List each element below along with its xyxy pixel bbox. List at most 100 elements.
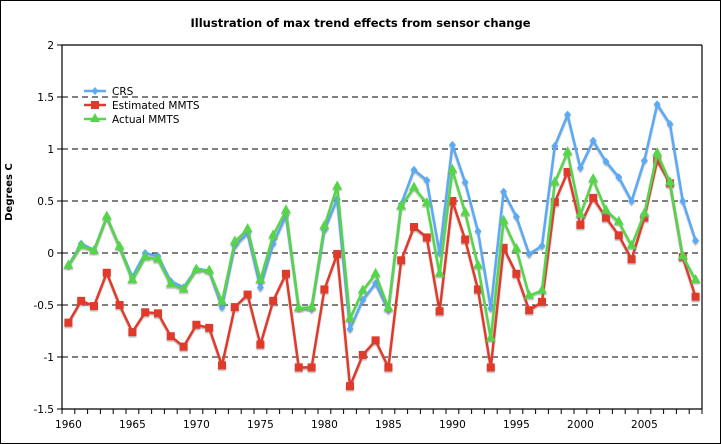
data-point-square (333, 250, 342, 259)
x-tick-label: 1965 (119, 419, 146, 431)
data-point-square (538, 297, 546, 306)
data-point-diamond (628, 197, 636, 205)
data-point-triangle (191, 263, 202, 273)
data-point-triangle (421, 197, 432, 207)
data-point-triangle (242, 223, 253, 233)
data-point-triangle (178, 283, 189, 293)
series-group (63, 100, 701, 391)
data-point-diamond (538, 241, 546, 250)
data-point-triangle (396, 200, 407, 210)
data-point-triangle (114, 240, 125, 250)
data-point-square (307, 363, 316, 372)
data-point-square (154, 309, 162, 318)
data-point-triangle (268, 229, 279, 239)
x-tick-label: 1975 (247, 419, 274, 431)
data-point-diamond (487, 304, 495, 313)
axes: -1.5 -1 -0.5 0 0.5 1 1.5 2 1960 1965 1970 1975 1980 1… (34, 40, 703, 431)
data-point-triangle (665, 176, 675, 186)
data-point-diamond (512, 212, 520, 221)
data-point-triangle (537, 284, 547, 294)
data-point-square (640, 213, 649, 222)
data-point-triangle (485, 332, 496, 342)
data-point-triangle (511, 242, 522, 252)
data-point-triangle (101, 210, 112, 220)
data-point-triangle (409, 181, 419, 191)
data-point-square (525, 306, 534, 315)
data-point-triangle (690, 274, 701, 284)
data-point-square (371, 336, 380, 345)
data-point-triangle (90, 113, 100, 122)
data-point-triangle (319, 219, 330, 229)
data-point-square (179, 342, 188, 351)
data-point-triangle (370, 267, 381, 277)
series-line (67, 150, 697, 340)
data-point-triangle (652, 147, 663, 157)
data-point-diamond (640, 156, 648, 165)
data-point-square (192, 320, 201, 329)
data-point-triangle (306, 301, 317, 311)
data-point-square (218, 361, 226, 370)
data-point-square (205, 323, 214, 332)
data-point-square (384, 363, 393, 372)
data-point-square (474, 285, 482, 294)
data-point-square (653, 156, 662, 165)
data-point-triangle (460, 206, 471, 216)
data-point-triangle (562, 146, 573, 156)
y-tick-label: 2 (47, 40, 54, 52)
data-point-square (461, 235, 470, 244)
data-point-square (230, 303, 239, 312)
data-point-triangle (165, 278, 176, 288)
data-point-triangle (127, 274, 138, 284)
series-actual-mmts (63, 146, 701, 342)
data-point-triangle (588, 173, 599, 183)
data-point-diamond (461, 178, 469, 187)
data-point-square (294, 363, 303, 372)
y-tick-label: 0 (47, 248, 54, 260)
data-point-diamond (679, 197, 687, 205)
data-point-triangle (613, 215, 624, 225)
x-tick-label: 1960 (55, 419, 82, 431)
data-point-square (77, 296, 86, 305)
data-point-triangle (204, 264, 215, 274)
data-point-square (435, 307, 444, 316)
data-point-diamond (615, 173, 623, 182)
legend-label: Estimated MMTS (112, 100, 200, 112)
data-point-square (589, 193, 598, 202)
data-point-triangle (447, 163, 458, 173)
data-point-triangle (89, 244, 99, 254)
data-point-square (282, 269, 290, 278)
data-point-diamond (653, 100, 661, 109)
legend-item: Actual MMTS (84, 113, 180, 126)
data-point-square (141, 308, 150, 317)
data-point-square (499, 243, 508, 252)
series-estimated-mmts (64, 156, 700, 391)
y-tick-label: 0.5 (37, 196, 54, 208)
y-tick-label: 1 (47, 144, 54, 156)
data-point-diamond (410, 165, 418, 174)
x-tick-label: 1995 (503, 419, 530, 431)
data-point-triangle (524, 289, 535, 299)
data-point-square (269, 296, 278, 305)
y-tick-label: -0.5 (34, 300, 55, 312)
data-point-square (102, 268, 111, 277)
legend-label: CRS (112, 86, 134, 98)
data-point-square (243, 290, 252, 299)
data-point-square (512, 269, 521, 278)
data-point-square (358, 350, 367, 359)
data-point-triangle (76, 239, 87, 249)
x-tick-label: 1970 (183, 419, 210, 431)
data-point-square (115, 301, 124, 309)
data-point-square (602, 213, 610, 222)
data-point-triangle (549, 176, 560, 186)
data-point-square (91, 101, 99, 109)
data-point-triangle (677, 250, 688, 260)
data-point-square (614, 231, 623, 240)
data-point-square (320, 285, 329, 294)
data-point-square (486, 363, 495, 372)
data-point-square (627, 255, 636, 264)
data-point-diamond (602, 157, 610, 166)
data-point-square (563, 167, 572, 176)
data-point-triangle (332, 180, 343, 190)
data-point-triangle (434, 267, 445, 277)
